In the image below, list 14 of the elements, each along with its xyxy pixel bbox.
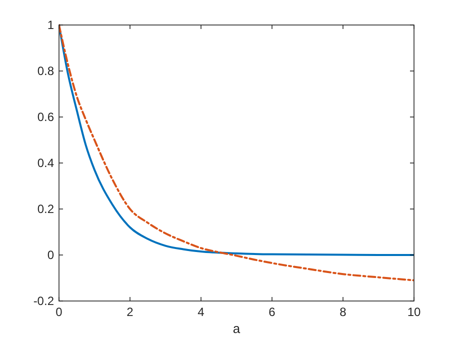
y-tick-label: -0.2 — [33, 294, 54, 308]
y-tick-label: 0.6 — [37, 110, 54, 124]
x-tick-label: 10 — [407, 305, 421, 319]
x-tick-label: 4 — [198, 305, 205, 319]
x-tick-label: 2 — [126, 305, 134, 319]
x-tick-label: 0 — [56, 305, 63, 319]
y-tick-label: 0.8 — [37, 64, 54, 78]
y-tick-label: 0 — [47, 248, 54, 262]
x-tick-label: 8 — [340, 305, 347, 319]
y-tick-label: 0.2 — [37, 202, 54, 216]
y-tick-label: 1 — [47, 18, 54, 32]
x-tick-label: 6 — [268, 305, 276, 319]
y-tick-label: 0.4 — [37, 156, 54, 170]
x-axis-title: a — [232, 321, 241, 336]
